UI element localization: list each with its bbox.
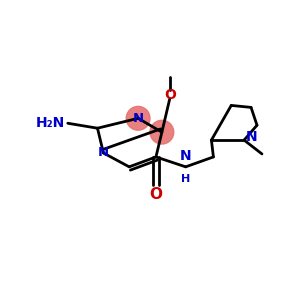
Text: N: N	[98, 146, 109, 160]
Text: H: H	[181, 163, 190, 184]
Text: O: O	[149, 187, 162, 202]
Circle shape	[126, 106, 150, 130]
Text: N: N	[180, 149, 191, 163]
Text: H₂N: H₂N	[35, 116, 65, 130]
Text: N: N	[246, 130, 258, 144]
Text: N: N	[133, 112, 144, 125]
Circle shape	[150, 120, 174, 144]
Text: O: O	[164, 88, 176, 101]
